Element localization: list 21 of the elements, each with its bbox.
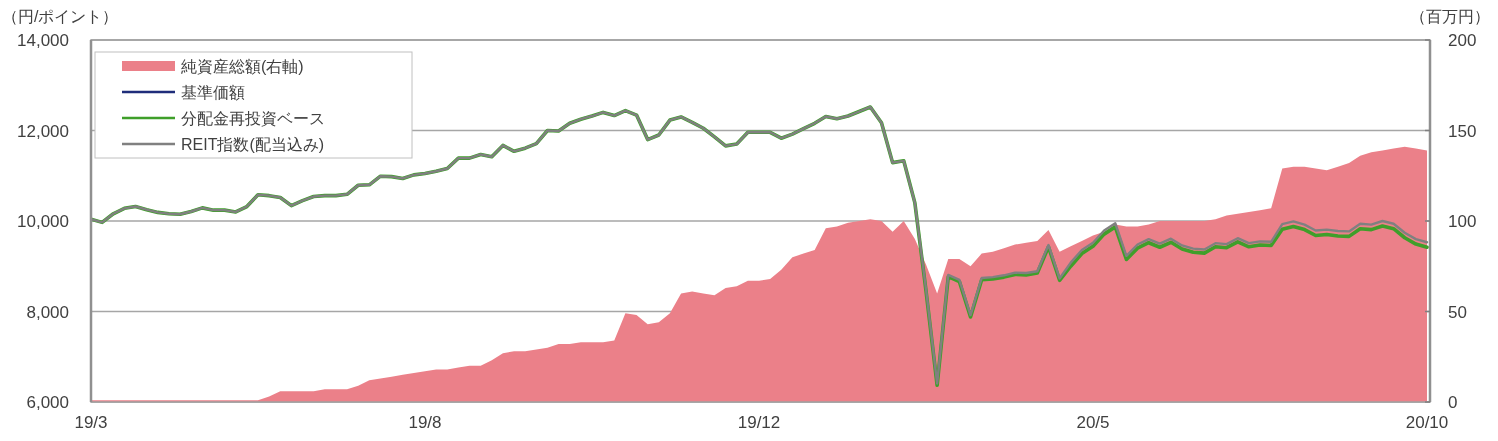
y2-axis-title: （百万円）: [1410, 8, 1490, 25]
x-tick-label: 20/10: [1405, 413, 1449, 432]
legend-label: 純資産総額(右軸): [181, 58, 304, 75]
y2-tick-label: 0: [1448, 393, 1458, 412]
y-axis-title: （円/ポイント）: [2, 8, 119, 25]
y2-tick-label: 200: [1448, 31, 1477, 50]
y-tick-label: 10,000: [17, 212, 69, 231]
legend-label: REIT指数(配当込み): [181, 136, 325, 153]
y-tick-label: 14,000: [17, 31, 69, 50]
x-tick-label: 19/8: [408, 413, 442, 432]
x-tick-label: 19/3: [74, 413, 108, 432]
y-tick-label: 12,000: [17, 121, 69, 141]
y-tick-label: 6,000: [26, 393, 69, 412]
x-tick-label: 20/5: [1076, 413, 1110, 432]
y2-tick-label: 100: [1448, 212, 1477, 231]
y2-tick-label: 150: [1448, 121, 1477, 141]
y-tick-label: 8,000: [26, 302, 69, 322]
x-tick-label: 19/12: [737, 413, 781, 432]
y2-tick-label: 50: [1448, 302, 1467, 322]
legend-label: 分配金再投資ベース: [181, 110, 325, 127]
legend-label: 基準価額: [181, 84, 245, 101]
